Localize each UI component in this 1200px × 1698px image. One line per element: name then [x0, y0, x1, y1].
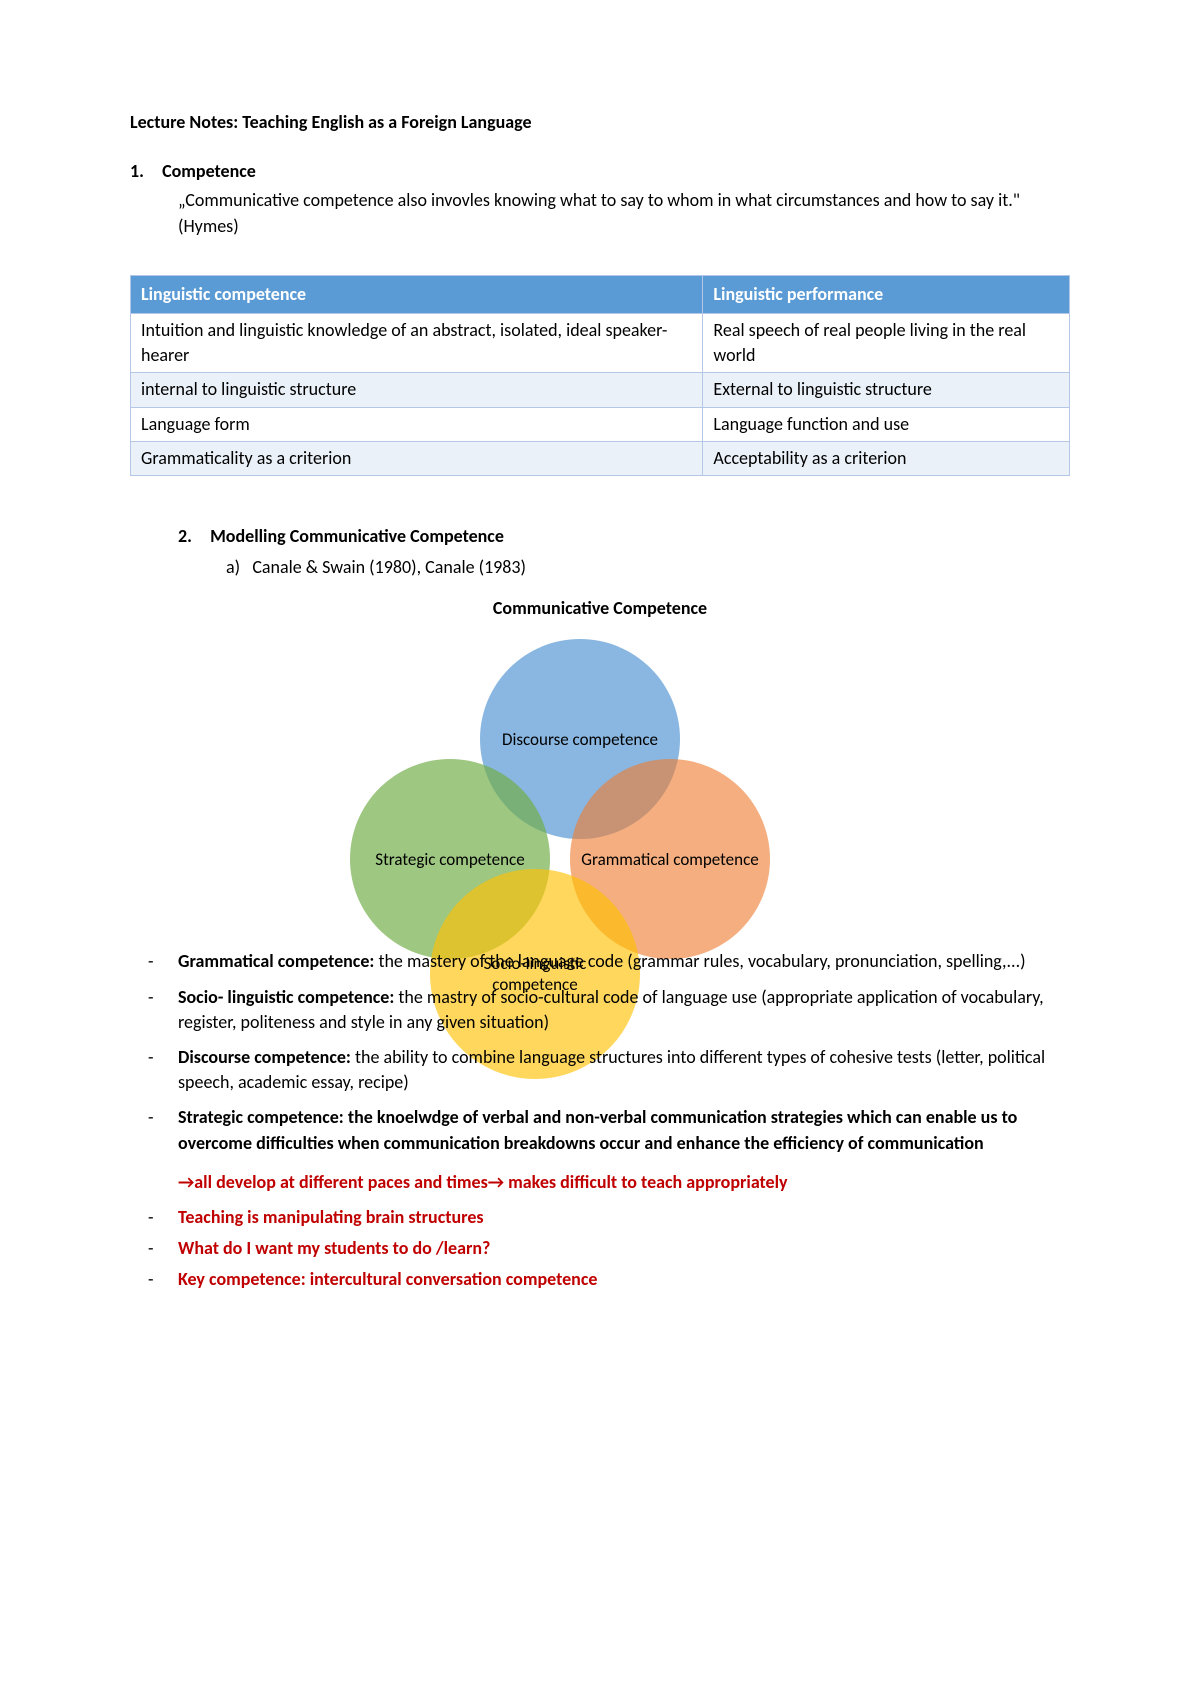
table-cell: External to linguistic structure [703, 373, 1070, 407]
section-2-heading: 2. Modelling Communicative Competence [178, 524, 1070, 549]
table-cell: Grammaticality as a criterion [131, 441, 703, 475]
def-term: Socio- linguistic competence: [178, 986, 394, 1008]
table-row: Language form Language function and use [131, 407, 1070, 441]
table-row: Grammaticality as a criterion Acceptabil… [131, 441, 1070, 475]
table-cell: Real speech of real people living in the… [703, 313, 1070, 372]
circle-discourse-label: Discourse competence [502, 729, 658, 750]
section-1-label: Competence [162, 160, 256, 182]
def-text: the mastery of the language code (gramma… [374, 950, 1025, 972]
def-term: Strategic competence: [178, 1106, 344, 1128]
subitem-text: Canale & Swain (1980), Canale (1983) [252, 556, 526, 578]
list-item: Grammatical competence: the mastery of t… [130, 949, 1070, 974]
red-notes-list: Teaching is manipulating brain structure… [130, 1205, 1070, 1293]
arrow-icon: → [488, 1171, 504, 1193]
table-cell: Acceptability as a criterion [703, 441, 1070, 475]
list-item: Teaching is manipulating brain structure… [130, 1205, 1070, 1230]
section-2-number: 2. [178, 524, 206, 549]
arrow-text-2: makes difficult to teach appropriately [504, 1171, 787, 1193]
competence-table: Linguistic competence Linguistic perform… [130, 275, 1070, 476]
diagram-title: Communicative Competence [130, 596, 1070, 621]
section-1-number: 1. [130, 159, 158, 184]
table-header-left: Linguistic competence [131, 275, 703, 313]
definitions-list: Grammatical competence: the mastery of t… [130, 949, 1070, 1155]
arrow-icon: → [178, 1171, 194, 1193]
table-header-right: Linguistic performance [703, 275, 1070, 313]
list-item: Discourse competence: the ability to com… [130, 1045, 1070, 1095]
def-term: Discourse competence: [178, 1046, 351, 1068]
table-cell: internal to linguistic structure [131, 373, 703, 407]
def-term: Grammatical competence: [178, 950, 374, 972]
page-title: Lecture Notes: Teaching English as a For… [130, 110, 1070, 135]
circle-grammatical-label: Grammatical competence [581, 849, 758, 870]
arrow-text-1: all develop at different paces and times [194, 1171, 487, 1193]
table-row: internal to linguistic structure Externa… [131, 373, 1070, 407]
table-cell: Intuition and linguistic knowledge of an… [131, 313, 703, 372]
arrow-summary: →all develop at different paces and time… [178, 1170, 1070, 1195]
section-1-quote: „Communicative competence also invovles … [178, 188, 1070, 238]
circle-strategic-label: Strategic competence [375, 849, 524, 870]
section-2-subitem: a) Canale & Swain (1980), Canale (1983) [226, 555, 1070, 580]
list-item: Socio- linguistic competence: the mastry… [130, 985, 1070, 1035]
section-1-heading: 1. Competence [130, 159, 1070, 184]
list-item: Key competence: intercultural conversati… [130, 1267, 1070, 1292]
table-cell: Language function and use [703, 407, 1070, 441]
list-item: Strategic competence: the knoelwdge of v… [130, 1105, 1070, 1155]
subitem-label: a) [226, 556, 240, 578]
section-2-label: Modelling Communicative Competence [210, 525, 504, 547]
table-cell: Language form [131, 407, 703, 441]
list-item: What do I want my students to do /learn? [130, 1236, 1070, 1261]
table-row: Intuition and linguistic knowledge of an… [131, 313, 1070, 372]
